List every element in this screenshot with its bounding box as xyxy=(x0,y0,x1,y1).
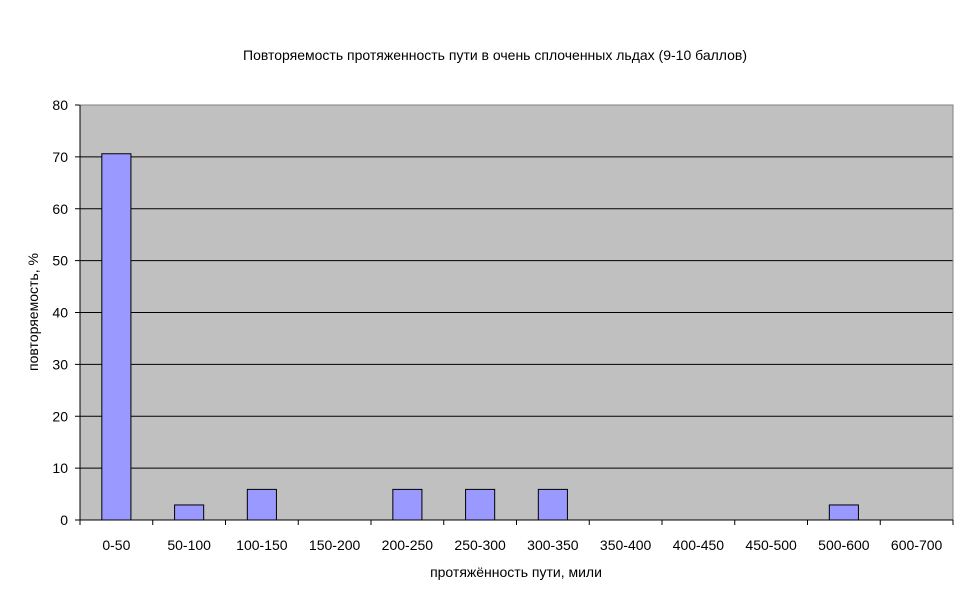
x-tick-label: 0-50 xyxy=(102,537,130,553)
y-tick-label: 0 xyxy=(60,512,68,528)
bar-500-600 xyxy=(828,504,859,521)
x-tick-label: 500-600 xyxy=(818,537,870,553)
x-tick-label: 400-450 xyxy=(673,537,725,553)
y-tick-label: 60 xyxy=(52,201,68,217)
x-tick-label: 50-100 xyxy=(167,537,211,553)
bars xyxy=(101,153,859,521)
bar-200-250 xyxy=(392,488,423,521)
y-tick-label: 80 xyxy=(52,97,68,113)
y-tick-label: 40 xyxy=(52,305,68,321)
axes xyxy=(75,104,954,525)
x-tick-label: 300-350 xyxy=(527,537,579,553)
x-axis-label: протяжённость пути, мили xyxy=(430,564,602,580)
bar-100-150 xyxy=(246,488,277,521)
x-tick-label: 600-700 xyxy=(891,537,943,553)
bar-300-350 xyxy=(537,488,568,521)
x-tick-labels: 0-50 50-100 100-150 150-200 200-250 250-300 30… xyxy=(102,537,942,553)
x-tick-label: 250-300 xyxy=(454,537,506,553)
bar-50-100 xyxy=(174,504,205,521)
x-tick-label: 350-400 xyxy=(600,537,652,553)
x-tick-label: 150-200 xyxy=(309,537,361,553)
y-tick-label: 70 xyxy=(52,149,68,165)
y-tick-label: 50 xyxy=(52,253,68,269)
x-tick-label: 100-150 xyxy=(236,537,288,553)
y-tick-labels: 0 10 20 30 40 50 60 70 80 xyxy=(52,97,68,528)
y-tick-label: 30 xyxy=(52,356,68,372)
bar-0-50 xyxy=(101,153,132,521)
y-axis-label: повторяемость, % xyxy=(25,253,41,371)
bar-250-300 xyxy=(465,488,496,521)
x-tick-label: 450-500 xyxy=(745,537,797,553)
y-tick-label: 10 xyxy=(52,460,68,476)
x-tick-label: 200-250 xyxy=(382,537,434,553)
chart-title: Повторяемость протяженность пути в очень… xyxy=(243,47,747,63)
y-tick-label: 20 xyxy=(52,408,68,424)
